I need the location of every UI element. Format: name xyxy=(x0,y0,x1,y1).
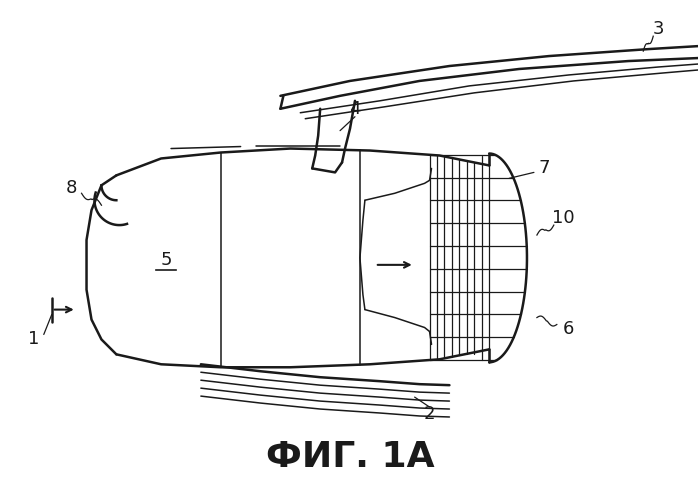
Text: 6: 6 xyxy=(563,321,575,338)
Text: 2: 2 xyxy=(424,405,435,423)
Text: 7: 7 xyxy=(538,160,550,177)
Text: 4: 4 xyxy=(349,100,360,118)
Text: 10: 10 xyxy=(552,209,575,227)
Text: 3: 3 xyxy=(652,20,664,38)
Text: ФИГ. 1А: ФИГ. 1А xyxy=(266,440,434,474)
Text: 8: 8 xyxy=(66,179,77,197)
Text: 1: 1 xyxy=(28,331,39,348)
Text: 5: 5 xyxy=(160,251,172,269)
